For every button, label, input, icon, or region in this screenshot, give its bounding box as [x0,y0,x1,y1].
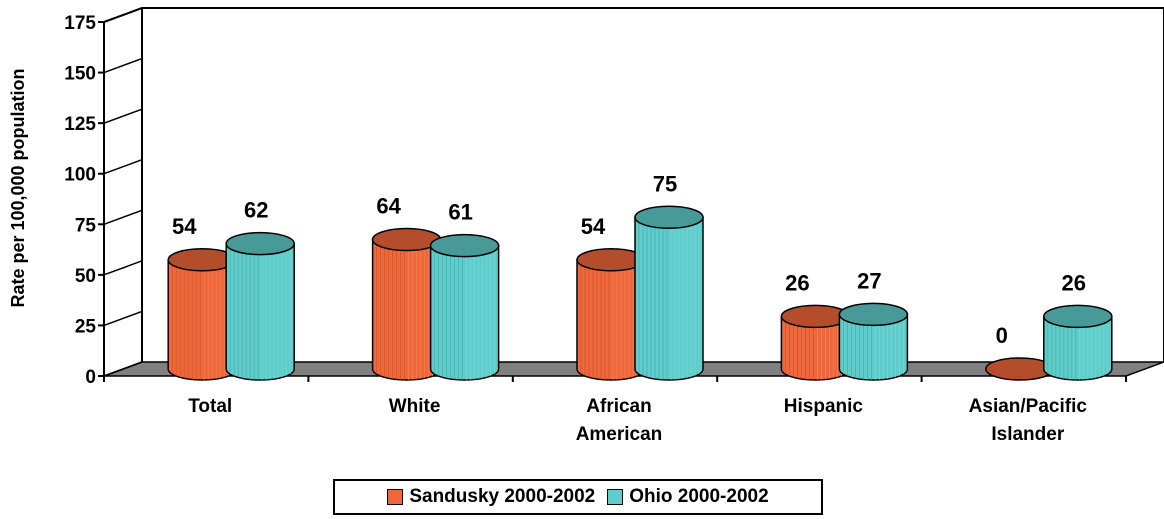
bar-cylinder-body [1043,315,1113,381]
y-tick-depth [103,260,143,276]
y-tick-depth [103,209,143,225]
legend-label-ohio: Ohio 2000-2002 [629,486,769,507]
y-tick-label: 125 [64,114,96,135]
legend-swatch-ohio [607,489,624,505]
x-category-label: White [389,396,441,417]
x-category-label: Islander [991,424,1064,445]
x-category-label: Hispanic [784,396,864,417]
y-tick-label: 0 [85,367,96,388]
data-label: 61 [448,200,472,225]
bar-cylinder-body [225,242,295,381]
x-category-label: African [586,396,651,417]
data-label: 54 [581,214,606,239]
data-label: 0 [996,323,1008,348]
bar-cylinder-body [634,216,704,381]
bar-cylinder-body [838,313,909,381]
y-tick-depth [103,7,143,23]
legend-label-sandusky: Sandusky 2000-2002 [409,486,596,507]
bar-cylinder-top [429,233,500,258]
y-tick-label: 150 [64,64,96,85]
x-category-label: American [576,424,663,445]
legend-item-ohio: Ohio 2000-2002 [607,486,769,508]
data-label: 26 [785,270,809,295]
y-tick-label: 175 [64,13,96,34]
bar-cylinder-top [634,205,704,230]
y-tick-label: 100 [64,165,96,186]
data-label: 64 [376,194,401,219]
y-tick-depth [103,159,143,175]
data-label: 54 [172,214,197,239]
bar-cylinder-top [225,231,295,256]
y-tick-depth [103,310,143,327]
x-category-label: Total [188,396,232,417]
x-category-label: Asian/Pacific [969,396,1088,417]
data-label: 26 [1062,270,1086,295]
y-tick-depth [103,108,143,124]
data-label: 27 [857,268,881,293]
chart: Rate per 100,000 population 0 25 50 75 100 12… [8,7,1164,445]
y-tick-label: 75 [75,215,97,236]
bar-cylinder-top [1043,304,1113,329]
y-tick-label: 25 [75,316,97,337]
bar-cylinder-top [838,302,909,327]
y-tick-label: 50 [75,266,96,287]
bar-cylinder-body [429,244,500,381]
y-axis-title: Rate per 100,000 population [8,68,28,307]
legend: Sandusky 2000-2002 Ohio 2000-2002 [333,479,823,515]
legend-item-sandusky: Sandusky 2000-2002 [387,486,595,508]
data-label: 75 [653,171,677,196]
legend-swatch-sandusky [387,489,404,505]
data-label: 62 [244,198,268,223]
y-tick-depth [103,361,143,377]
y-tick-depth [103,57,143,74]
